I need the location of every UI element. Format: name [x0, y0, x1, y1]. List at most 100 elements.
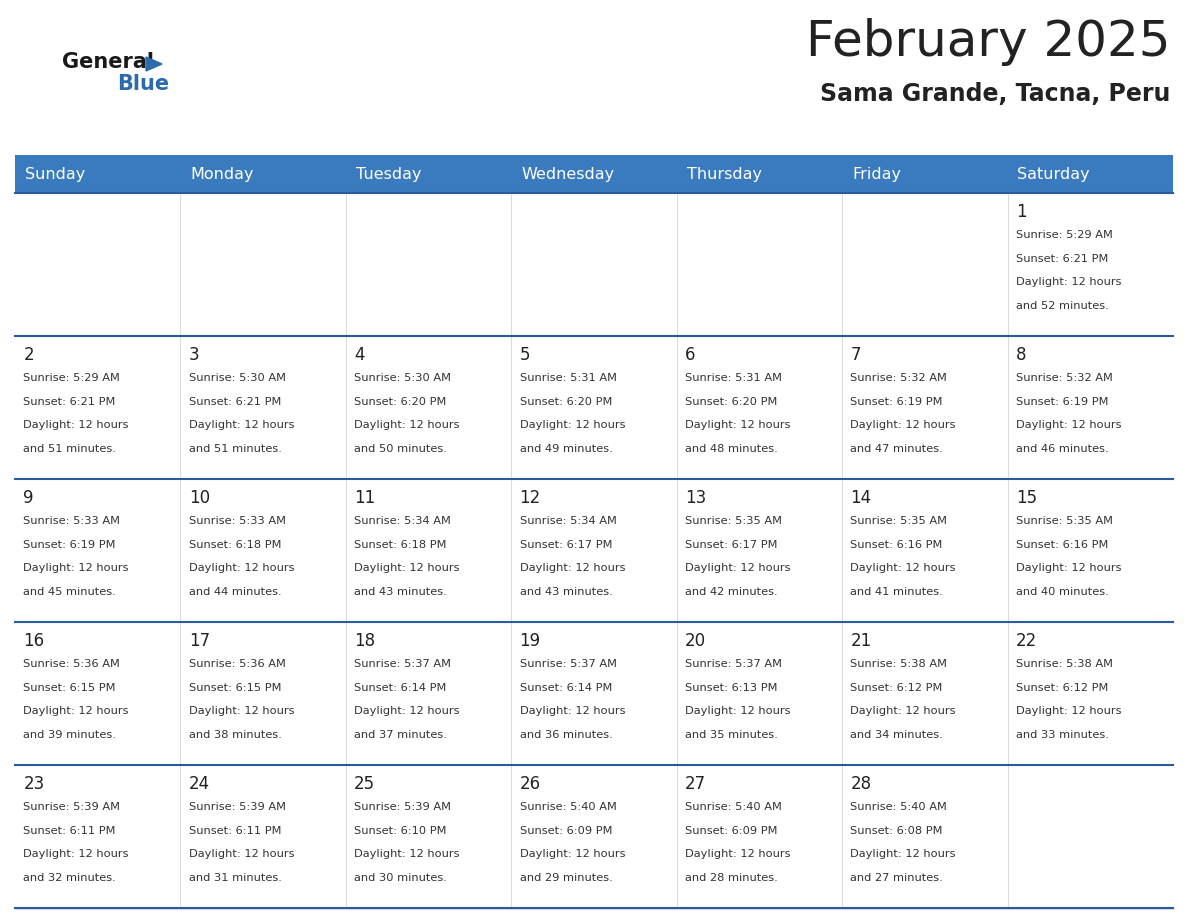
- Text: and 41 minutes.: and 41 minutes.: [851, 587, 943, 597]
- Text: and 27 minutes.: and 27 minutes.: [851, 873, 943, 883]
- Text: Sunset: 6:14 PM: Sunset: 6:14 PM: [354, 683, 447, 693]
- Bar: [511, 479, 677, 622]
- Bar: [677, 193, 842, 336]
- Text: Sunrise: 5:33 AM: Sunrise: 5:33 AM: [24, 516, 120, 526]
- Text: Daylight: 12 hours: Daylight: 12 hours: [685, 564, 790, 574]
- Text: 8: 8: [1016, 346, 1026, 364]
- Bar: [181, 622, 346, 765]
- Text: Sunrise: 5:40 AM: Sunrise: 5:40 AM: [519, 802, 617, 812]
- Bar: [1007, 479, 1173, 622]
- Text: Sunrise: 5:33 AM: Sunrise: 5:33 AM: [189, 516, 285, 526]
- Text: Sunset: 6:13 PM: Sunset: 6:13 PM: [685, 683, 777, 693]
- Text: Sunday: Sunday: [25, 166, 86, 182]
- Text: Sunrise: 5:29 AM: Sunrise: 5:29 AM: [24, 374, 120, 383]
- Bar: [511, 622, 677, 765]
- Bar: [15, 479, 181, 622]
- Text: Daylight: 12 hours: Daylight: 12 hours: [354, 706, 460, 716]
- Bar: [181, 193, 346, 336]
- Text: Sunrise: 5:35 AM: Sunrise: 5:35 AM: [851, 516, 947, 526]
- Text: and 38 minutes.: and 38 minutes.: [189, 730, 282, 740]
- Text: Sunset: 6:12 PM: Sunset: 6:12 PM: [1016, 683, 1108, 693]
- Text: and 47 minutes.: and 47 minutes.: [851, 444, 943, 454]
- Bar: [842, 765, 1007, 908]
- Text: Daylight: 12 hours: Daylight: 12 hours: [1016, 564, 1121, 574]
- Text: 18: 18: [354, 632, 375, 650]
- Text: Sunset: 6:15 PM: Sunset: 6:15 PM: [24, 683, 115, 693]
- Bar: [346, 479, 511, 622]
- Text: Sunrise: 5:36 AM: Sunrise: 5:36 AM: [24, 659, 120, 669]
- Text: Sunset: 6:17 PM: Sunset: 6:17 PM: [519, 540, 612, 550]
- Text: Friday: Friday: [852, 166, 901, 182]
- Bar: [842, 622, 1007, 765]
- Text: Sunrise: 5:31 AM: Sunrise: 5:31 AM: [685, 374, 782, 383]
- Text: 22: 22: [1016, 632, 1037, 650]
- Text: Sunrise: 5:39 AM: Sunrise: 5:39 AM: [24, 802, 120, 812]
- Bar: [842, 336, 1007, 479]
- Text: and 28 minutes.: and 28 minutes.: [685, 873, 778, 883]
- Bar: [15, 765, 181, 908]
- Text: 27: 27: [685, 775, 706, 793]
- Text: Blue: Blue: [116, 74, 169, 94]
- Text: Daylight: 12 hours: Daylight: 12 hours: [354, 564, 460, 574]
- Text: Sunset: 6:08 PM: Sunset: 6:08 PM: [851, 826, 943, 835]
- Text: Daylight: 12 hours: Daylight: 12 hours: [189, 706, 295, 716]
- Bar: [511, 193, 677, 336]
- Text: February 2025: February 2025: [805, 18, 1170, 66]
- Text: Sunrise: 5:30 AM: Sunrise: 5:30 AM: [354, 374, 451, 383]
- Text: Sunset: 6:21 PM: Sunset: 6:21 PM: [24, 397, 115, 407]
- Polygon shape: [146, 57, 162, 71]
- Text: Sunrise: 5:37 AM: Sunrise: 5:37 AM: [519, 659, 617, 669]
- Text: Sunrise: 5:40 AM: Sunrise: 5:40 AM: [685, 802, 782, 812]
- Text: Daylight: 12 hours: Daylight: 12 hours: [851, 420, 956, 431]
- Text: 28: 28: [851, 775, 872, 793]
- Text: Sama Grande, Tacna, Peru: Sama Grande, Tacna, Peru: [820, 82, 1170, 106]
- Text: 13: 13: [685, 489, 706, 507]
- Text: Sunset: 6:11 PM: Sunset: 6:11 PM: [189, 826, 282, 835]
- Text: 3: 3: [189, 346, 200, 364]
- Text: Sunrise: 5:34 AM: Sunrise: 5:34 AM: [519, 516, 617, 526]
- Text: and 49 minutes.: and 49 minutes.: [519, 444, 612, 454]
- Bar: [842, 479, 1007, 622]
- Text: Sunrise: 5:37 AM: Sunrise: 5:37 AM: [354, 659, 451, 669]
- Text: 10: 10: [189, 489, 210, 507]
- Bar: [677, 479, 842, 622]
- Bar: [511, 765, 677, 908]
- Text: 24: 24: [189, 775, 210, 793]
- Text: Daylight: 12 hours: Daylight: 12 hours: [189, 849, 295, 859]
- Bar: [346, 336, 511, 479]
- Text: Daylight: 12 hours: Daylight: 12 hours: [685, 706, 790, 716]
- Text: Sunset: 6:17 PM: Sunset: 6:17 PM: [685, 540, 777, 550]
- Text: Sunset: 6:14 PM: Sunset: 6:14 PM: [519, 683, 612, 693]
- Text: Sunset: 6:15 PM: Sunset: 6:15 PM: [189, 683, 282, 693]
- Bar: [15, 155, 181, 193]
- Text: Daylight: 12 hours: Daylight: 12 hours: [519, 564, 625, 574]
- Text: and 39 minutes.: and 39 minutes.: [24, 730, 116, 740]
- Text: 25: 25: [354, 775, 375, 793]
- Text: Sunset: 6:20 PM: Sunset: 6:20 PM: [519, 397, 612, 407]
- Text: and 31 minutes.: and 31 minutes.: [189, 873, 282, 883]
- Text: Sunrise: 5:32 AM: Sunrise: 5:32 AM: [851, 374, 947, 383]
- Text: and 43 minutes.: and 43 minutes.: [519, 587, 612, 597]
- Text: Sunset: 6:16 PM: Sunset: 6:16 PM: [1016, 540, 1108, 550]
- Text: Sunrise: 5:34 AM: Sunrise: 5:34 AM: [354, 516, 451, 526]
- Bar: [677, 622, 842, 765]
- Text: Sunrise: 5:39 AM: Sunrise: 5:39 AM: [354, 802, 451, 812]
- Text: Sunset: 6:12 PM: Sunset: 6:12 PM: [851, 683, 943, 693]
- Bar: [842, 193, 1007, 336]
- Text: and 44 minutes.: and 44 minutes.: [189, 587, 282, 597]
- Text: and 42 minutes.: and 42 minutes.: [685, 587, 778, 597]
- Bar: [1007, 622, 1173, 765]
- Text: Wednesday: Wednesday: [522, 166, 614, 182]
- Bar: [15, 622, 181, 765]
- Text: and 32 minutes.: and 32 minutes.: [24, 873, 116, 883]
- Text: and 45 minutes.: and 45 minutes.: [24, 587, 116, 597]
- Text: and 43 minutes.: and 43 minutes.: [354, 587, 447, 597]
- Text: 5: 5: [519, 346, 530, 364]
- Text: Sunrise: 5:38 AM: Sunrise: 5:38 AM: [1016, 659, 1113, 669]
- Text: Daylight: 12 hours: Daylight: 12 hours: [851, 849, 956, 859]
- Text: Daylight: 12 hours: Daylight: 12 hours: [24, 706, 128, 716]
- Text: and 52 minutes.: and 52 minutes.: [1016, 301, 1108, 311]
- Text: Daylight: 12 hours: Daylight: 12 hours: [189, 420, 295, 431]
- Text: and 34 minutes.: and 34 minutes.: [851, 730, 943, 740]
- Text: Daylight: 12 hours: Daylight: 12 hours: [851, 564, 956, 574]
